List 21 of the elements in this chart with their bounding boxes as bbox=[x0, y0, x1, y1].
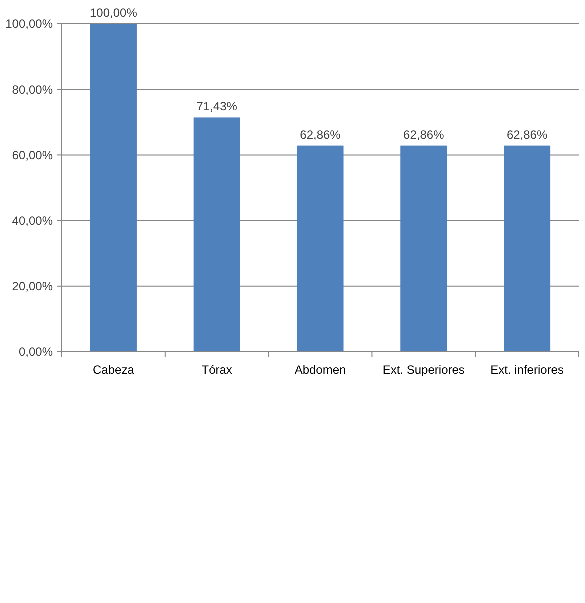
x-tick-label: Cabeza bbox=[93, 363, 135, 377]
data-label: 71,43% bbox=[196, 100, 238, 114]
bar bbox=[90, 24, 137, 352]
bar bbox=[297, 146, 344, 352]
bar bbox=[194, 118, 240, 352]
data-label: 62,86% bbox=[300, 128, 342, 142]
data-label: 62,86% bbox=[506, 128, 548, 142]
data-label: 100,00% bbox=[90, 6, 138, 20]
y-tick-label: 80,00% bbox=[12, 82, 54, 97]
x-tick-label: Ext. Superiores bbox=[382, 363, 465, 377]
y-tick-label: 20,00% bbox=[12, 280, 54, 294]
y-tick-label: 0,00% bbox=[18, 345, 54, 360]
bar bbox=[400, 146, 448, 352]
y-tick-label: 40,00% bbox=[12, 214, 54, 228]
y-tick-label: 60,00% bbox=[12, 148, 54, 162]
bar bbox=[504, 146, 551, 352]
y-tick-label: 100,00% bbox=[6, 17, 54, 32]
x-tick-label: Abdomen bbox=[294, 363, 346, 377]
data-label: 62,86% bbox=[404, 128, 445, 142]
x-tick-label: Tórax bbox=[202, 363, 232, 377]
x-tick-label: Ext. inferiores bbox=[490, 363, 564, 377]
